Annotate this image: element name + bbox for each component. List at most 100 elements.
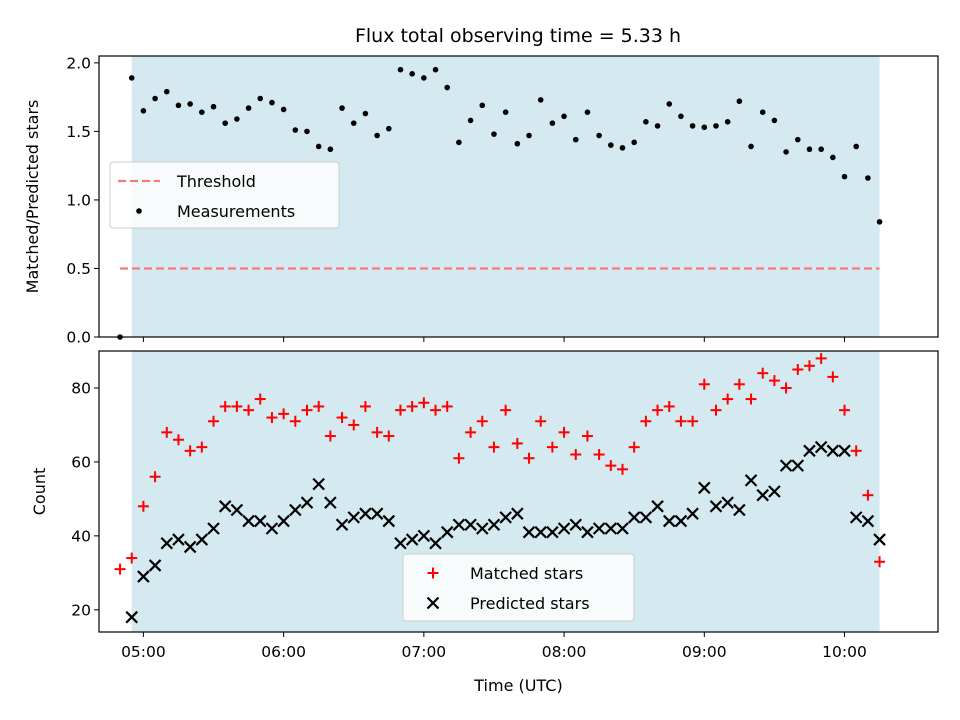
predicted-star-point <box>499 511 512 524</box>
predicted-star-points <box>125 440 886 624</box>
measurement-point <box>467 117 474 124</box>
predicted-star-point <box>464 518 477 532</box>
measurement-point <box>608 142 614 148</box>
measurement-point <box>140 108 147 114</box>
measurement-point <box>701 124 708 131</box>
predicted-star-point <box>861 514 875 528</box>
predicted-star-point <box>733 503 746 517</box>
legend-matched-swatch <box>427 567 439 579</box>
legend-plus-marker <box>427 567 439 579</box>
count-y-ticks: 20 40 60 80 <box>71 379 99 619</box>
y-tick-label: 20 <box>71 601 91 619</box>
predicted-star-point <box>417 529 431 543</box>
measurement-point <box>876 219 883 225</box>
predicted-star-point <box>674 514 688 528</box>
measurement-point <box>643 118 649 125</box>
measurement-point <box>362 110 369 117</box>
measurement-point <box>678 113 684 120</box>
measurement-point <box>350 120 357 126</box>
matched-star-point <box>313 400 325 412</box>
matched-star-point <box>780 382 792 394</box>
predicted-star-point <box>347 511 361 524</box>
predicted-star-point <box>698 481 711 495</box>
predicted-star-point <box>557 522 571 535</box>
y-tick-label: 2.0 <box>66 54 91 72</box>
measurement-point <box>409 71 415 77</box>
predicted-star-point <box>662 514 676 528</box>
measurement-point <box>830 154 836 161</box>
matched-star-point <box>441 400 453 412</box>
matched-star-point <box>839 404 851 416</box>
y-tick-label: 1.0 <box>66 191 91 209</box>
measurement-point <box>304 128 310 135</box>
matched-star-point <box>383 430 395 442</box>
measurement-point <box>234 116 240 122</box>
predicted-star-point <box>312 477 325 491</box>
matched-star-point <box>500 404 512 416</box>
matched-star-point <box>488 441 500 453</box>
legend-measurements-label: Measurements <box>177 202 295 221</box>
predicted-star-point <box>370 507 384 520</box>
legend-measurement-swatch <box>136 208 142 214</box>
ratio-panel-frame <box>98 55 939 338</box>
matched-star-point <box>208 415 220 427</box>
matched-star-point <box>394 404 406 416</box>
predicted-star-point <box>803 444 816 458</box>
measurement-point <box>689 123 696 129</box>
matched-star-point <box>196 441 208 453</box>
matched-star-point <box>336 412 348 424</box>
measurement-point <box>269 99 275 106</box>
matched-star-point <box>616 463 628 475</box>
predicted-star-point <box>487 518 501 532</box>
matched-star-point <box>710 404 722 416</box>
measurement-point <box>432 66 439 73</box>
y-tick-label: 60 <box>71 453 91 471</box>
measurement-point <box>759 109 766 115</box>
matched-star-point <box>792 363 804 375</box>
matched-star-point <box>687 415 699 427</box>
predicted-star-point <box>265 522 279 535</box>
matched-star-point <box>535 415 547 427</box>
x-tick-label: 10:00 <box>822 643 867 661</box>
predicted-star-point <box>394 536 407 550</box>
measurement-point <box>128 75 135 81</box>
count-legend-box <box>402 553 635 622</box>
matched-star-point <box>161 426 173 438</box>
matched-star-points <box>114 352 886 575</box>
matched-star-point <box>172 434 184 446</box>
predicted-star-point <box>195 533 209 546</box>
measurement-point <box>561 113 567 120</box>
measurement-point <box>806 146 813 153</box>
measurement-point <box>152 95 158 102</box>
predicted-star-point <box>218 500 232 513</box>
predicted-star-point <box>768 485 781 498</box>
matched-star-point <box>581 430 593 442</box>
matched-star-point <box>243 404 255 416</box>
predicted-star-point <box>639 511 653 524</box>
predicted-star-point <box>744 474 758 487</box>
measurement-point <box>280 106 287 113</box>
measurement-point <box>222 120 229 126</box>
x-tick-label: 06:00 <box>261 643 306 661</box>
measurement-point <box>584 109 591 115</box>
measurement-point <box>865 175 871 181</box>
predicted-star-point <box>452 518 466 532</box>
measurement-point <box>479 102 486 109</box>
matched-star-point <box>605 460 617 472</box>
measurement-point <box>292 127 299 133</box>
measurement-point <box>456 139 462 146</box>
predicted-star-point <box>756 488 769 502</box>
ratio-y-axis-label: Matched/Predicted stars <box>23 100 42 294</box>
predicted-star-point <box>440 525 454 539</box>
time-x-ticks: 05:00 06:00 07:00 08:00 09:00 10:00 <box>121 632 867 661</box>
matched-star-point <box>511 437 523 449</box>
count-legend: Matched stars Predicted stars <box>402 553 635 622</box>
matched-star-point <box>850 445 862 457</box>
count-y-axis-label: Count <box>30 468 49 516</box>
x-tick-label: 09:00 <box>682 643 727 661</box>
matched-star-point <box>278 408 290 420</box>
legend-threshold-label: Threshold <box>176 172 256 191</box>
matched-star-point <box>803 360 815 372</box>
matched-star-point <box>149 471 161 483</box>
